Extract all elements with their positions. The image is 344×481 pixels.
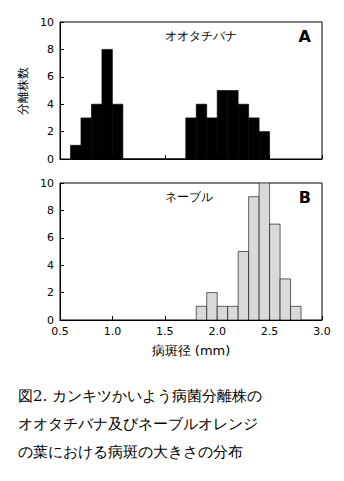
svg-text:8: 8 bbox=[47, 43, 54, 56]
svg-text:1.0: 1.0 bbox=[104, 325, 122, 338]
svg-text:2.0: 2.0 bbox=[208, 325, 226, 338]
svg-text:B: B bbox=[299, 188, 311, 207]
html-text:の葉における病斑の大きさの分布: の葉における病斑の大きさの分布 bbox=[18, 443, 243, 461]
svg-text:2: 2 bbox=[47, 125, 54, 138]
svg-text:2.5: 2.5 bbox=[261, 325, 279, 338]
svg-text:0.5: 0.5 bbox=[51, 325, 69, 338]
svg-text:オオタチバナ: オオタチバナ bbox=[165, 29, 237, 43]
svg-text:10: 10 bbox=[40, 177, 54, 190]
svg-text:分離株数: 分離株数 bbox=[16, 67, 30, 115]
svg-text:4: 4 bbox=[47, 98, 54, 111]
svg-text:4: 4 bbox=[47, 259, 54, 272]
svg-text:8: 8 bbox=[47, 204, 54, 217]
svg-text:0: 0 bbox=[47, 153, 54, 166]
svg-text:0: 0 bbox=[47, 313, 54, 327]
svg-text:3.0: 3.0 bbox=[313, 325, 331, 338]
svg-text:6: 6 bbox=[47, 231, 54, 244]
svg-text:2: 2 bbox=[47, 286, 54, 299]
svg-text:ネーブル: ネーブル bbox=[165, 190, 213, 204]
html-text:オオタチバナ及びネーブルオレンジ: オオタチバナ及びネーブルオレンジ bbox=[18, 415, 258, 433]
svg-text:10: 10 bbox=[40, 16, 54, 29]
svg-text:1.5: 1.5 bbox=[156, 325, 174, 338]
html-text:図2. カンキツかいよう病菌分離株の: 図2. カンキツかいよう病菌分離株の bbox=[18, 387, 263, 405]
svg-text:病斑径 (mm): 病斑径 (mm) bbox=[152, 343, 231, 358]
svg-text:A: A bbox=[299, 27, 312, 46]
svg-text:6: 6 bbox=[47, 70, 54, 83]
